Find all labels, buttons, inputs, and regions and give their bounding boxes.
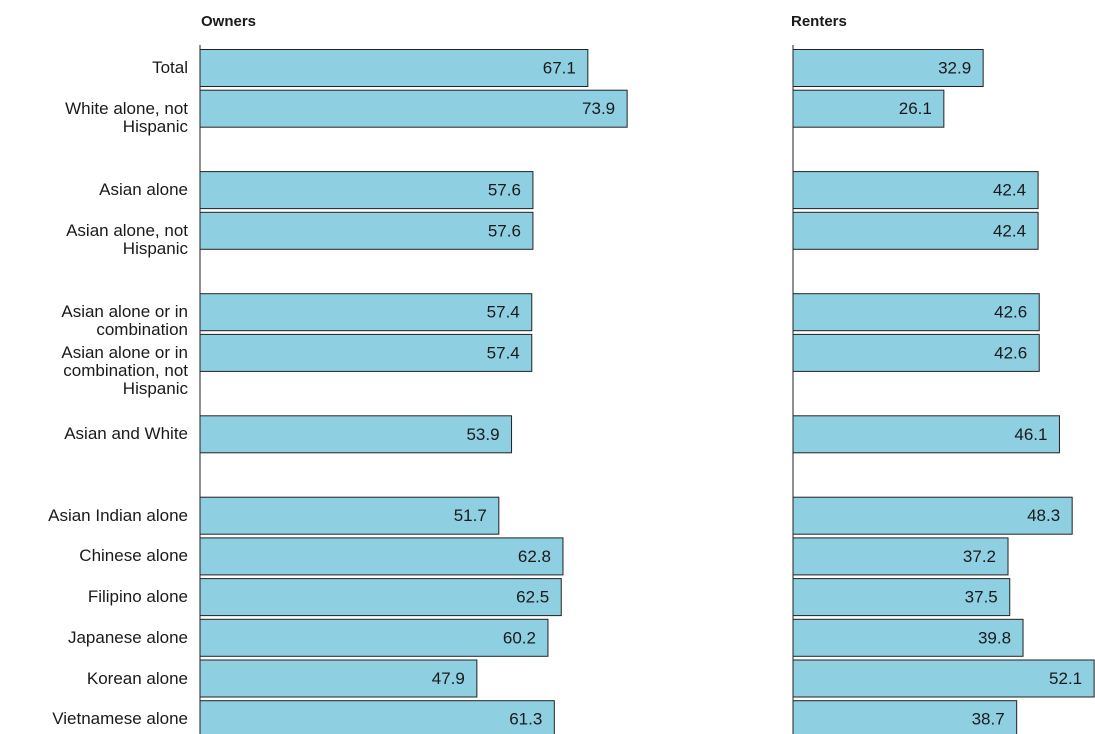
value-label: 57.6 [488,221,521,240]
bar [792,496,1073,535]
bar [199,333,533,372]
bar [199,659,478,698]
category-label: Asian alone or in combination, not Hispa… [61,342,188,398]
category-label: Korean alone [86,668,188,688]
bar [792,333,1040,372]
bar [199,293,533,332]
panel-title: Owners [201,13,256,30]
value-label: 26.1 [899,99,932,118]
category-label: Asian alone [99,180,188,200]
category-label: Chinese alone [79,546,188,566]
bar [199,537,564,576]
value-label: 42.4 [993,221,1026,240]
bar [792,578,1011,617]
category-label: White alone, not Hispanic [65,98,188,136]
value-label: 52.1 [1049,669,1082,688]
value-label: 39.8 [978,628,1011,647]
value-label: 48.3 [1027,506,1060,525]
bar [792,171,1039,210]
bar [199,415,513,454]
bar [792,618,1024,657]
bar [199,700,555,734]
value-label: 42.6 [994,343,1027,362]
value-label: 37.2 [963,547,996,566]
value-label: 57.4 [487,343,520,362]
bar [199,211,534,250]
value-label: 47.9 [432,669,465,688]
bar [792,49,984,87]
category-label: Asian Indian alone [48,505,188,525]
value-label: 53.9 [466,425,499,444]
value-label: 46.1 [1014,425,1047,444]
value-label: 57.4 [487,303,520,322]
category-label: Filipino alone [87,587,188,607]
bar [199,618,549,657]
value-label: 62.8 [518,547,551,566]
bar [792,293,1040,332]
bar [199,89,628,128]
bar [792,659,1095,698]
bar [199,171,534,210]
bar [792,537,1009,576]
category-label: Asian and White [64,424,188,444]
value-label: 42.4 [993,181,1026,200]
bar [199,496,500,535]
value-label: 32.9 [938,58,971,77]
value-label: 57.6 [488,181,521,200]
bar [792,415,1060,454]
bar [792,89,945,128]
bar [199,49,589,87]
value-label: 42.6 [994,303,1027,322]
category-label: Vietnamese alone [52,709,188,729]
bar [792,700,1018,734]
value-label: 61.3 [509,710,542,729]
category-label: Total [152,58,188,77]
value-label: 51.7 [454,506,487,525]
category-label: Japanese alone [67,627,188,647]
category-label: Asian alone, not Hispanic [66,220,188,258]
value-label: 67.1 [543,58,576,77]
value-label: 37.5 [965,588,998,607]
value-label: 62.5 [516,588,549,607]
bar [199,578,562,617]
panel-title: Renters [791,13,847,30]
value-label: 73.9 [582,99,615,118]
bar [792,211,1039,250]
category-label: Asian alone or in combination [61,302,188,340]
value-label: 38.7 [972,710,1005,729]
value-label: 60.2 [503,628,536,647]
